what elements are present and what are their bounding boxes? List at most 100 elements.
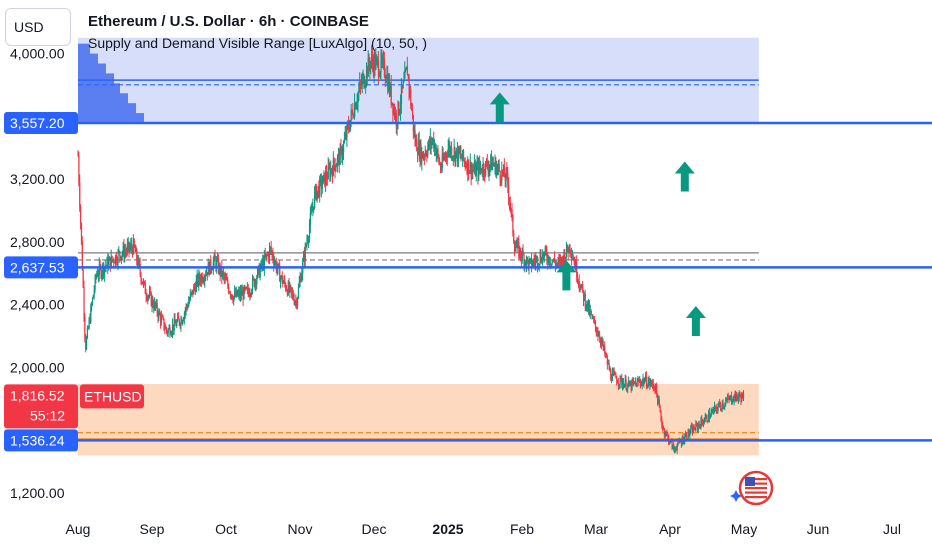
indicator-label[interactable]: Supply and Demand Visible Range [LuxAlgo…: [88, 35, 428, 51]
us-flag-icon[interactable]: [730, 470, 774, 506]
candle-body: [393, 107, 395, 114]
candle-body: [157, 313, 159, 318]
candle-body: [219, 264, 221, 275]
candle-body: [455, 151, 457, 162]
candle-body: [431, 141, 433, 146]
candle-body: [308, 225, 311, 239]
candle-body: [256, 277, 258, 285]
candle-body: [122, 245, 124, 254]
candle-body: [436, 149, 438, 153]
candle-body: [582, 283, 584, 291]
candle-body: [148, 295, 150, 297]
candle-body: [668, 442, 671, 444]
candle-body: [699, 425, 701, 428]
candle-body: [574, 261, 576, 270]
candle-body: [490, 155, 492, 165]
candle-body: [217, 259, 219, 261]
candle-body: [511, 209, 513, 215]
candle-body: [272, 253, 274, 260]
candle-body: [433, 138, 435, 149]
candle-body: [375, 58, 377, 70]
candle-body: [466, 166, 468, 173]
candle-body: [377, 59, 380, 76]
candle-body: [628, 381, 631, 386]
candle-body: [465, 166, 467, 168]
candle-body: [92, 295, 95, 299]
candle-body: [358, 89, 360, 94]
time-axis[interactable]: Aug Sep Oct Nov Dec 2025 Feb Mar Apr May Jun Jul: [66, 521, 901, 537]
candle-body: [177, 316, 179, 322]
candle-body: [114, 262, 116, 264]
candle-body: [695, 423, 697, 430]
candle-body: [96, 273, 98, 278]
candle-body: [240, 291, 243, 296]
candle-body: [537, 257, 539, 267]
candle-body: [206, 272, 208, 276]
candle-body: [381, 56, 383, 63]
candle-body: [396, 123, 398, 127]
candle-body: [120, 255, 123, 260]
candle-body: [608, 362, 610, 370]
candle-body: [716, 409, 718, 411]
candle-body: [448, 144, 450, 149]
candle-body: [497, 164, 500, 168]
candle-body: [206, 272, 209, 275]
currency-button[interactable]: USD: [5, 8, 71, 46]
candle-body: [201, 275, 203, 282]
candle-body: [296, 300, 298, 306]
candle-body: [715, 406, 717, 410]
candle-body: [461, 157, 463, 160]
candle-body: [259, 268, 261, 278]
candle-body: [413, 130, 415, 132]
candle-body: [301, 273, 303, 282]
candle-body: [286, 290, 289, 295]
candle-body: [610, 369, 612, 380]
x-tick-label: Aug: [66, 521, 91, 537]
candle-body: [662, 428, 665, 430]
candle-body: [311, 210, 313, 212]
candle-body: [225, 277, 227, 280]
candle-body: [333, 158, 335, 166]
candle-body: [88, 319, 90, 328]
candle-body: [627, 384, 629, 390]
candle-body: [607, 362, 609, 365]
candle-body: [392, 102, 394, 114]
current-price-tag: [4, 384, 78, 429]
candle-body: [480, 167, 482, 169]
candle-body: [588, 303, 591, 315]
candle-body: [241, 291, 243, 296]
candle-body: [113, 259, 115, 263]
candle-body: [725, 400, 728, 402]
candle-body: [80, 223, 83, 242]
candle-body: [149, 292, 152, 294]
y-tick-label: 4,000.00: [10, 45, 65, 61]
candle-body: [600, 341, 603, 344]
candle-body: [244, 286, 246, 290]
candle-body: [212, 261, 215, 270]
candle-body: [262, 260, 264, 266]
candle-body: [673, 444, 675, 450]
candle-body: [309, 213, 312, 226]
candle-body: [667, 434, 669, 436]
candle-body: [108, 260, 110, 269]
candle-body: [696, 423, 698, 425]
candle-body: [202, 280, 204, 282]
candle-body: [680, 441, 682, 443]
candle-body: [488, 167, 490, 172]
candle-body: [357, 93, 359, 103]
y-tick-label: 2,400.00: [10, 297, 65, 313]
candle-body: [580, 286, 582, 290]
candle-body: [701, 418, 703, 423]
up-arrow-shape: [489, 92, 510, 123]
candle-body: [603, 345, 605, 348]
candle-body: [325, 172, 327, 186]
candle-body: [365, 81, 367, 86]
supply-profile-bar: [78, 103, 136, 114]
price-axis[interactable]: 4,000.00 3,200.00 2,800.00 2,400.00 2,000.00…: [10, 45, 65, 501]
candle-body: [322, 175, 324, 185]
candle-body: [121, 253, 123, 256]
candle-body: [180, 318, 182, 326]
candle-body: [514, 247, 517, 252]
candle-body: [573, 260, 575, 262]
